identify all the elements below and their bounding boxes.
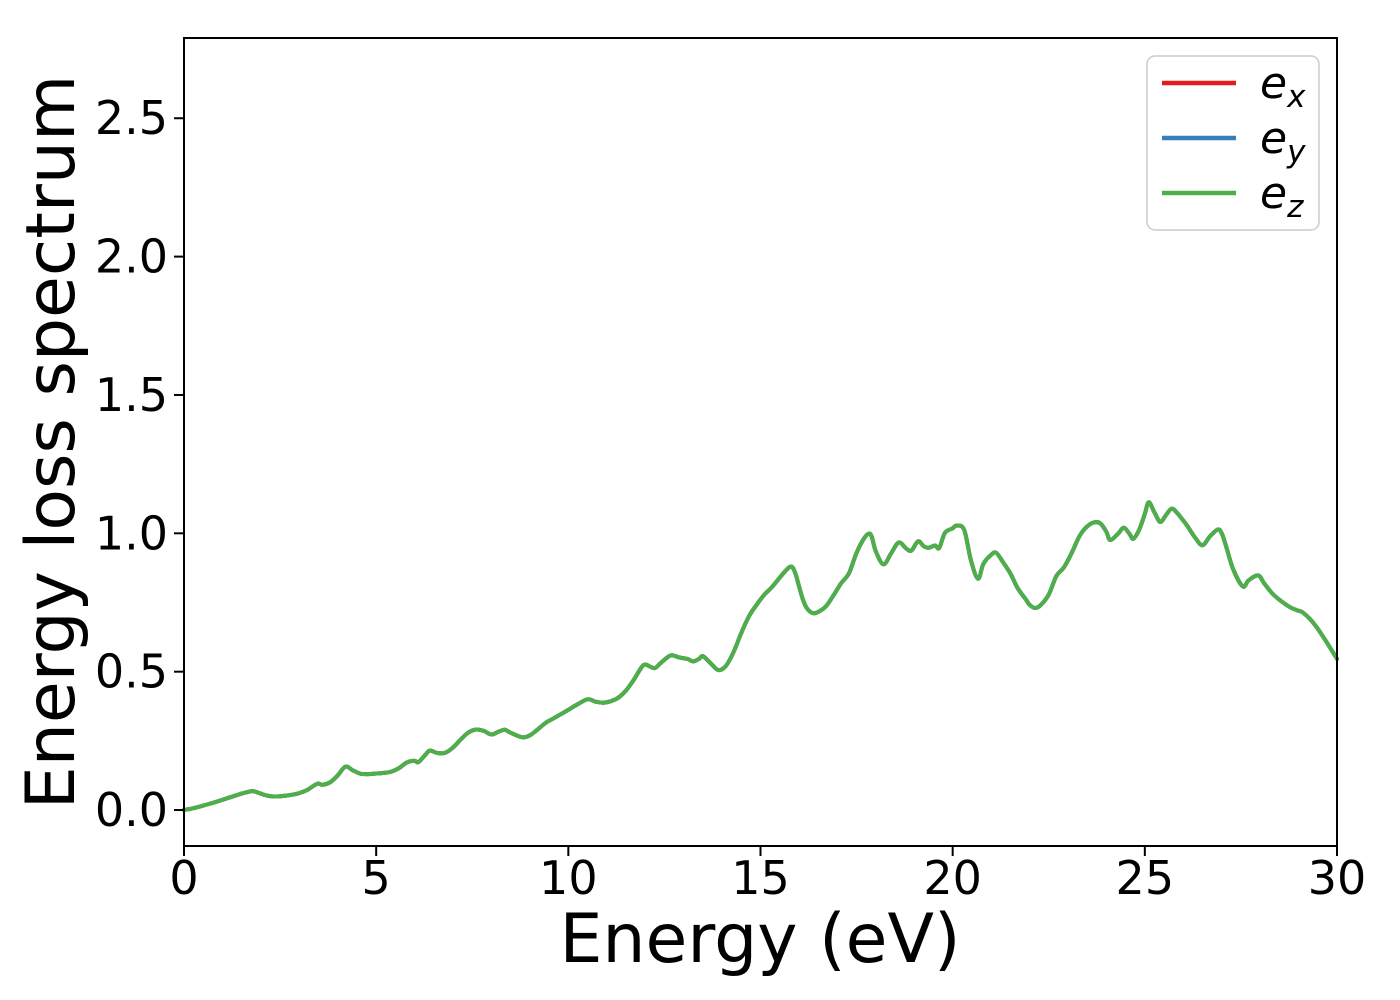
x-tick-label-1: 5 — [362, 851, 391, 905]
legend-label-subscript: x — [1286, 79, 1306, 115]
x-axis: 0 5 10 15 20 25 30 — [169, 846, 1366, 905]
x-tick-label-2: 10 — [539, 851, 598, 905]
x-tick-label-0: 0 — [169, 851, 198, 905]
y-tick-label-2: 1.0 — [95, 506, 168, 560]
x-tick-label-5: 25 — [1116, 851, 1175, 905]
x-tick-label-3: 15 — [731, 851, 790, 905]
legend-label-subscript: y — [1286, 134, 1306, 170]
series-lines — [182, 500, 1339, 812]
series-line-ez — [182, 500, 1339, 812]
x-tick-label-6: 30 — [1308, 851, 1367, 905]
legend-box — [1146, 55, 1320, 231]
y-tick-label-5: 2.5 — [95, 91, 168, 145]
y-tick-label-3: 1.5 — [95, 368, 168, 422]
y-tick-label-4: 2.0 — [95, 230, 168, 284]
x-tick-label-4: 20 — [923, 851, 982, 905]
y-axis-label: Energy loss spectrum — [12, 75, 91, 809]
legend-label-subscript: z — [1286, 189, 1304, 225]
x-axis-label: Energy (eV) — [559, 900, 960, 979]
y-tick-label-0: 0.0 — [95, 783, 168, 837]
y-axis: 0.0 0.5 1.0 1.5 2.0 2.5 — [95, 91, 184, 837]
y-tick-label-1: 0.5 — [95, 645, 168, 699]
